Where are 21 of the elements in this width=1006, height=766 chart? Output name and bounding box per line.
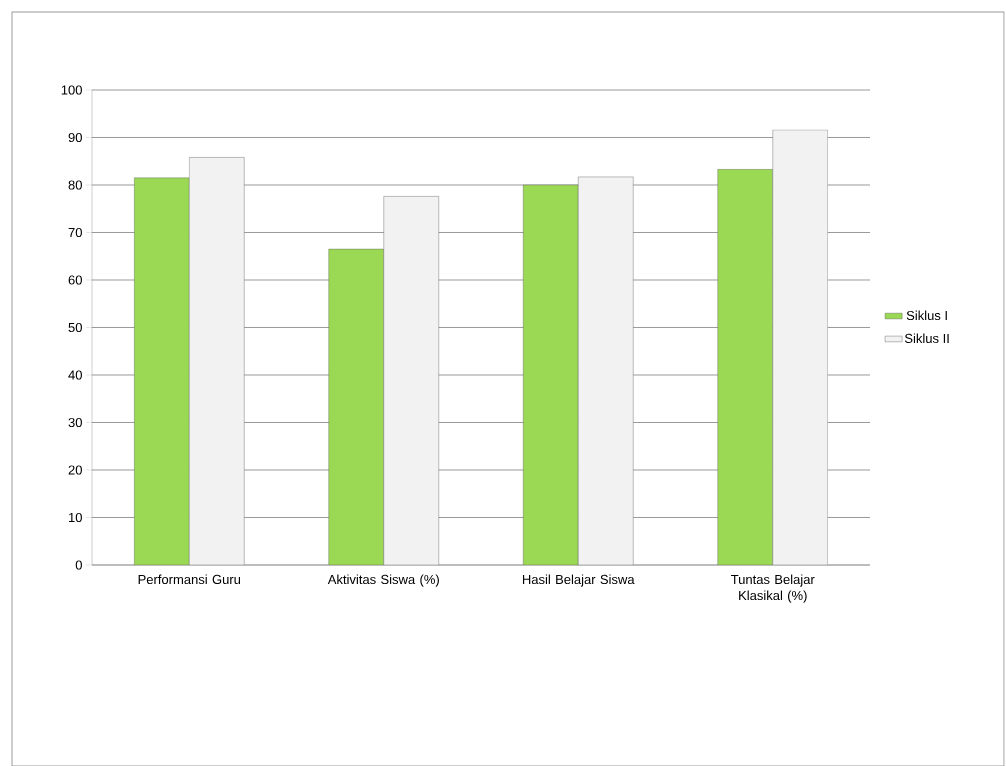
y-tick-label: 60 [68, 275, 82, 285]
x-tick-label: Performansi Guru [138, 574, 241, 585]
y-tick-label: 80 [68, 180, 82, 190]
bar [717, 169, 773, 565]
y-tick-label: 40 [68, 370, 82, 380]
x-tick-label: Hasil Belajar Siswa [522, 574, 635, 587]
bar [134, 177, 190, 565]
y-tick-label: 90 [68, 132, 82, 143]
y-tick-label: 10 [69, 512, 82, 523]
y-tick-label: 100 [61, 85, 82, 95]
bar [523, 184, 579, 565]
bar [328, 248, 384, 565]
x-tick-label: Aktivitas Siswa (%) [327, 574, 439, 587]
y-tick-label: 20 [68, 465, 82, 475]
legend-label: Siklus II [904, 333, 949, 344]
y-tick-label: 30 [68, 417, 82, 428]
legend-label: Siklus I [906, 310, 947, 321]
y-tick-label: 0 [75, 560, 82, 570]
x-tick-label: Tuntas Belajar Klasikal (%) [731, 574, 815, 603]
y-tick-label: 70 [68, 227, 82, 238]
y-tick-label: 50 [68, 322, 82, 333]
